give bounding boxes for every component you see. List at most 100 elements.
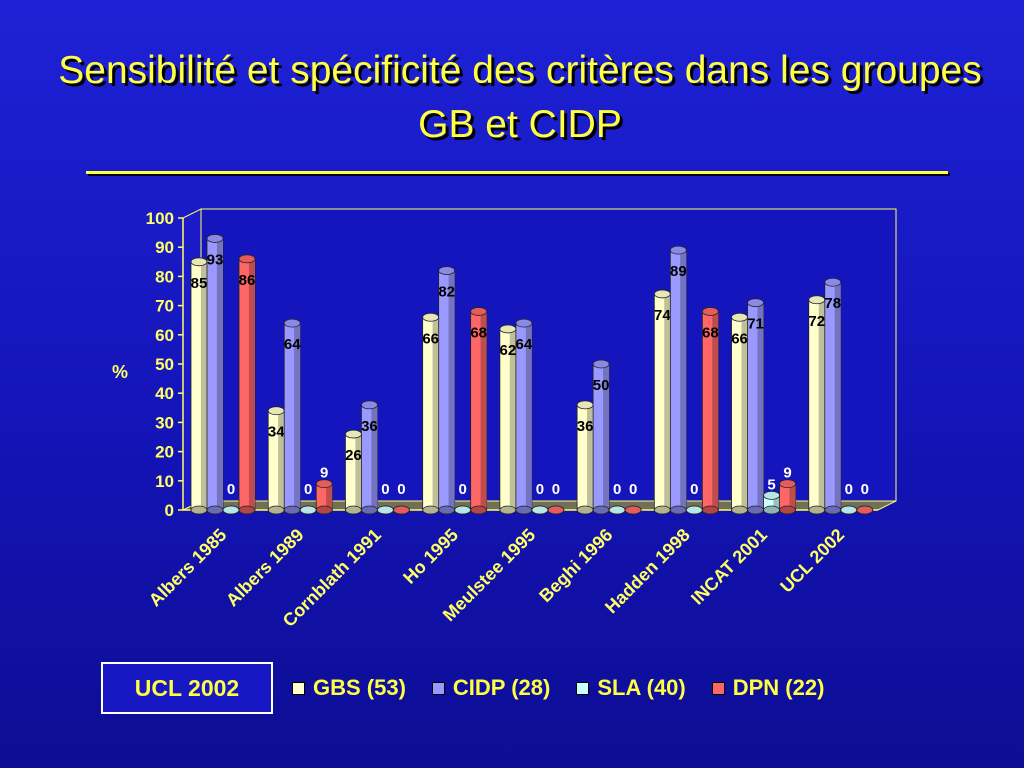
bar-top — [547, 505, 565, 515]
bar-top — [438, 266, 456, 275]
legend-swatch — [292, 681, 305, 695]
bar-shade — [355, 434, 362, 510]
bar-top — [315, 479, 333, 489]
y-tick-label: 50 — [155, 355, 174, 374]
category-label: Beghi 1996 — [535, 525, 616, 606]
bar-base — [701, 505, 719, 515]
data-label: 0 — [845, 481, 853, 498]
back-wall — [200, 208, 897, 502]
data-label: 72 — [808, 313, 825, 330]
bar-top — [856, 505, 874, 515]
y-tick-label: 100 — [146, 209, 174, 228]
bar-base — [345, 505, 362, 515]
y-tick-label: 0 — [165, 501, 174, 520]
bar-base — [763, 505, 780, 515]
bar-top — [393, 505, 410, 515]
bar-base — [653, 505, 671, 515]
data-label: 78 — [824, 295, 841, 312]
legend-item: GBS (53) — [292, 675, 406, 701]
bar-top — [222, 505, 240, 515]
data-label: 0 — [227, 481, 235, 498]
y-tick-label: 40 — [155, 384, 174, 403]
bar-base — [824, 505, 842, 515]
bar-top — [779, 479, 796, 489]
y-tick-label: 60 — [155, 326, 174, 345]
legend-swatch — [711, 681, 725, 695]
bar-top — [345, 429, 362, 439]
y-tick-label: 10 — [155, 472, 174, 491]
bar-top — [840, 505, 858, 515]
data-label: 74 — [654, 307, 671, 324]
bar-top — [701, 307, 719, 316]
bar-base — [361, 505, 378, 515]
data-label: 9 — [783, 465, 791, 482]
legend-swatch — [431, 681, 445, 695]
data-label: 36 — [577, 418, 594, 435]
data-label: 64 — [516, 336, 533, 353]
bar-top — [685, 505, 703, 515]
data-label: 62 — [500, 342, 517, 359]
bar-top — [592, 359, 610, 369]
bar-base — [747, 505, 764, 515]
y-tick-label: 30 — [155, 413, 174, 432]
bar-base — [315, 505, 333, 515]
legend-label: GBS (53) — [313, 675, 406, 700]
bar-shade — [525, 323, 532, 510]
bar-base — [283, 505, 301, 515]
data-label: 9 — [320, 465, 328, 482]
bar-top — [422, 312, 440, 322]
bar-base — [206, 505, 224, 515]
data-label: 0 — [397, 481, 405, 498]
legend-item: DPN (22) — [711, 675, 825, 701]
data-label: 36 — [361, 418, 378, 435]
data-label: 68 — [470, 324, 487, 341]
bar-shade — [216, 238, 223, 510]
bar-shade — [680, 250, 687, 510]
bar-shade — [587, 404, 594, 510]
chart-legend: GBS (53) CIDP (28) SLA (40) DPN (22) — [292, 674, 850, 702]
data-label: 50 — [593, 377, 610, 394]
bar-base — [779, 505, 796, 515]
bar-shade — [480, 311, 487, 510]
legend-item: SLA (40) — [576, 675, 686, 701]
bar-top — [454, 505, 472, 515]
data-label: 34 — [268, 424, 285, 441]
note-box: UCL 2002 — [101, 662, 273, 714]
data-label: 68 — [702, 324, 719, 341]
bar-base — [438, 505, 456, 515]
data-label: 26 — [345, 447, 362, 464]
bar-shade — [432, 317, 439, 510]
data-label: 0 — [304, 481, 312, 498]
bar-shade — [789, 483, 796, 510]
category-label: UCL 2002 — [776, 525, 848, 597]
bar-base — [267, 505, 285, 515]
y-tick-label: 20 — [155, 443, 174, 462]
bar-top — [206, 234, 224, 243]
bar-top — [377, 505, 394, 515]
bar-shade — [818, 299, 825, 510]
bar-top — [808, 295, 826, 305]
bar-top — [238, 254, 256, 264]
bar-top — [576, 400, 594, 410]
bar-top — [747, 298, 764, 308]
data-label: 0 — [861, 481, 869, 498]
y-tick-label: 80 — [155, 267, 174, 286]
bar-top — [299, 505, 317, 515]
data-label: 0 — [629, 481, 637, 498]
bar-top — [653, 289, 671, 299]
bar-base — [422, 505, 440, 515]
bar-shade — [278, 410, 285, 510]
data-label: 0 — [690, 481, 698, 498]
data-label: 66 — [422, 330, 439, 347]
bar-top — [669, 245, 687, 255]
bar-shade — [757, 302, 764, 510]
bar-top — [608, 505, 626, 515]
bar-shade — [834, 282, 841, 510]
slide-title: Sensibilité et spécificité des critères … — [58, 49, 982, 146]
legend-label: DPN (22) — [732, 675, 825, 700]
category-label: Albers 1989 — [222, 525, 308, 611]
bar-top — [470, 307, 488, 316]
bar-shade — [712, 311, 719, 510]
bar-top — [267, 406, 285, 416]
data-label: 0 — [458, 481, 466, 498]
